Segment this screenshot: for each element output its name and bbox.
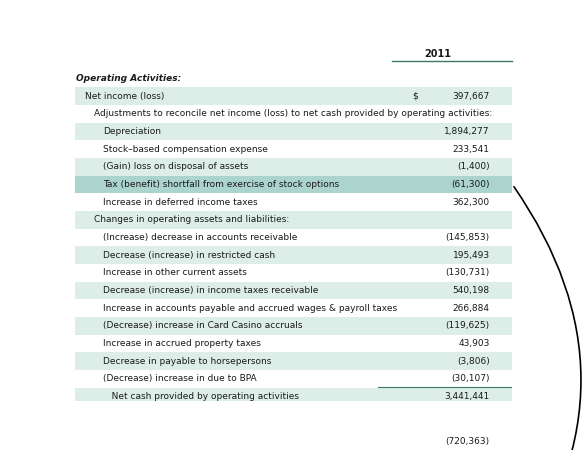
- Text: 540,198: 540,198: [453, 286, 490, 295]
- Text: (119,625): (119,625): [446, 321, 490, 330]
- Text: (Increase) decrease in accounts receivable: (Increase) decrease in accounts receivab…: [103, 233, 298, 242]
- Text: Operating Activities:: Operating Activities:: [76, 74, 181, 83]
- Text: 195,493: 195,493: [453, 251, 490, 260]
- Bar: [75, 433, 512, 450]
- Text: 2011: 2011: [424, 49, 451, 59]
- Text: Adjustments to reconcile net income (loss) to net cash provided by operating act: Adjustments to reconcile net income (los…: [95, 109, 492, 118]
- Text: Net cash provided by operating activities: Net cash provided by operating activitie…: [103, 392, 299, 401]
- Text: 266,884: 266,884: [453, 304, 490, 313]
- Text: Net income (loss): Net income (loss): [85, 92, 164, 101]
- Text: Tax (benefit) shortfall from exercise of stock options: Tax (benefit) shortfall from exercise of…: [103, 180, 339, 189]
- Text: (1,400): (1,400): [457, 162, 490, 171]
- Text: 1,894,277: 1,894,277: [444, 127, 490, 136]
- Text: Additions to land, buildings and equipment: Additions to land, buildings and equipme…: [103, 437, 299, 446]
- Text: 397,667: 397,667: [453, 92, 490, 101]
- Text: Stock–based compensation expense: Stock–based compensation expense: [103, 144, 268, 153]
- Text: Increase in accounts payable and accrued wages & payroll taxes: Increase in accounts payable and accrued…: [103, 304, 397, 313]
- Text: Decrease (increase) in income taxes receivable: Decrease (increase) in income taxes rece…: [103, 286, 319, 295]
- Text: Investing Activities:: Investing Activities:: [76, 419, 178, 428]
- Text: 233,541: 233,541: [453, 144, 490, 153]
- Bar: [75, 87, 512, 105]
- Text: (720,363): (720,363): [446, 437, 490, 446]
- Text: Increase in other current assets: Increase in other current assets: [103, 268, 247, 277]
- Bar: [75, 352, 512, 370]
- Text: (145,853): (145,853): [446, 233, 490, 242]
- Text: (61,300): (61,300): [451, 180, 490, 189]
- Bar: [75, 282, 512, 299]
- Text: Increase in deferred income taxes: Increase in deferred income taxes: [103, 198, 258, 207]
- Text: (30,107): (30,107): [451, 374, 490, 383]
- Text: Decrease (increase) in restricted cash: Decrease (increase) in restricted cash: [103, 251, 275, 260]
- Bar: [75, 317, 512, 335]
- Text: (Decrease) increase in due to BPA: (Decrease) increase in due to BPA: [103, 374, 257, 383]
- Bar: [75, 211, 512, 229]
- Text: Changes in operating assets and liabilities:: Changes in operating assets and liabilit…: [95, 215, 289, 224]
- Text: Depreciation: Depreciation: [103, 127, 161, 136]
- Text: Increase in accrued property taxes: Increase in accrued property taxes: [103, 339, 261, 348]
- Text: 362,300: 362,300: [453, 198, 490, 207]
- Bar: [75, 158, 512, 176]
- Text: (Decrease) increase in Card Casino accruals: (Decrease) increase in Card Casino accru…: [103, 321, 303, 330]
- Text: 43,903: 43,903: [458, 339, 490, 348]
- Text: (130,731): (130,731): [446, 268, 490, 277]
- Bar: [75, 176, 512, 194]
- Text: Decrease in payable to horsepersons: Decrease in payable to horsepersons: [103, 357, 272, 366]
- Text: (Gain) loss on disposal of assets: (Gain) loss on disposal of assets: [103, 162, 249, 171]
- Bar: [75, 122, 512, 140]
- Text: 3,441,441: 3,441,441: [444, 392, 490, 401]
- Bar: [75, 388, 512, 405]
- Bar: [75, 246, 512, 264]
- Text: $: $: [412, 92, 418, 101]
- Text: (3,806): (3,806): [457, 357, 490, 366]
